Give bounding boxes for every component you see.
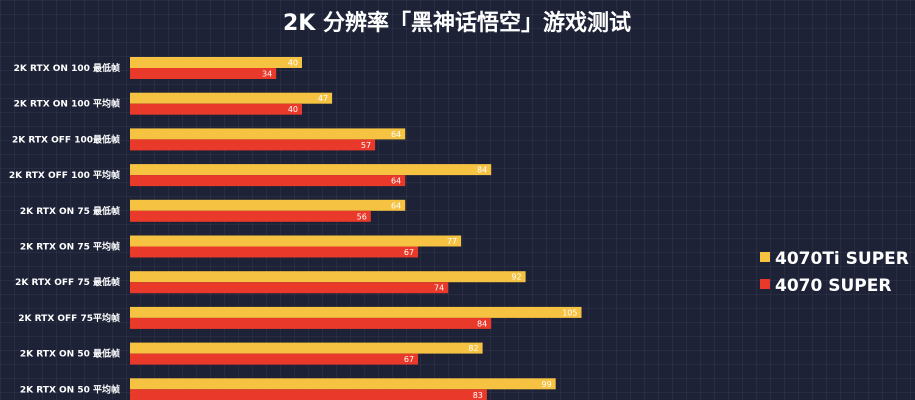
category-label: 2K RTX ON 75 平均帧 [20, 241, 120, 253]
category-label: 2K RTX ON 100 最低帧 [14, 62, 120, 74]
category-label: 2K RTX OFF 75 最低帧 [15, 276, 120, 288]
bar-series-1 [130, 164, 492, 176]
data-label: 84 [477, 166, 487, 175]
bars-group: 2K RTX ON 100 最低帧 40 34 2K RTX ON 100 平均帧 47… [9, 57, 582, 400]
bar-series-1 [130, 271, 526, 283]
bar-series-2 [130, 282, 449, 294]
data-label: 64 [391, 130, 401, 139]
data-label: 47 [318, 94, 328, 103]
data-label: 84 [477, 319, 487, 328]
legend-swatch [760, 279, 770, 289]
bar-series-1 [130, 306, 582, 318]
data-label: 64 [391, 201, 401, 210]
data-label: 99 [542, 380, 552, 389]
data-label: 57 [361, 141, 371, 150]
data-label: 40 [288, 105, 298, 114]
bar-series-1 [130, 57, 302, 68]
legend-label: 4070Ti SUPER [775, 249, 909, 269]
bar-series-2 [130, 139, 376, 151]
bar-series-1 [130, 342, 483, 354]
bar-series-1 [130, 128, 406, 140]
data-label: 105 [562, 308, 577, 317]
category-label: 2K RTX ON 50 平均帧 [20, 383, 120, 395]
legend-label: 4070 SUPER [775, 276, 891, 296]
data-label: 92 [511, 273, 521, 282]
data-label: 67 [404, 248, 414, 257]
data-label: 34 [262, 70, 272, 79]
legend-swatch [760, 252, 770, 262]
data-label: 83 [473, 391, 483, 400]
category-label: 2K RTX ON 100 平均帧 [14, 98, 120, 110]
data-label: 74 [434, 284, 444, 293]
category-label: 2K RTX OFF 75平均帧 [18, 312, 120, 324]
data-label: 40 [288, 59, 298, 68]
category-label: 2K RTX OFF 100 平均帧 [9, 169, 120, 181]
bar-series-2 [130, 317, 492, 329]
bar-series-2 [130, 210, 371, 222]
bar-series-2 [130, 353, 419, 365]
bar-series-2 [130, 246, 419, 258]
bar-series-1 [130, 235, 462, 247]
data-label: 77 [447, 237, 457, 246]
bar-series-1 [130, 199, 406, 211]
data-label: 82 [468, 344, 478, 353]
bar-series-2 [130, 175, 406, 187]
bar-series-1 [130, 92, 333, 104]
category-label: 2K RTX OFF 100最低帧 [12, 133, 120, 145]
category-label: 2K RTX ON 75 最低帧 [20, 205, 120, 217]
chart-title: 2K 分辨率「黑神话悟空」游戏测试 [283, 10, 631, 36]
category-label: 2K RTX ON 50 最低帧 [20, 348, 120, 360]
bar-series-2 [130, 389, 487, 400]
data-label: 64 [391, 177, 401, 186]
data-label: 56 [357, 212, 367, 221]
bar-series-2 [130, 103, 302, 115]
legend: 4070Ti SUPER 4070 SUPER [760, 249, 909, 296]
bar-series-1 [130, 378, 556, 390]
data-label: 67 [404, 355, 414, 364]
bar-series-2 [130, 68, 277, 79]
